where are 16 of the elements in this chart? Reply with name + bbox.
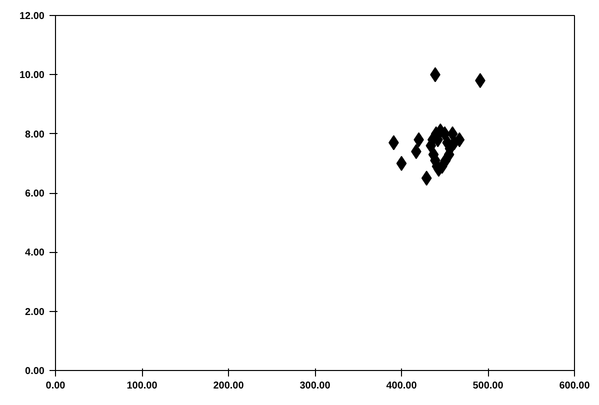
y-tick-label: 6.00 (25, 188, 45, 200)
point (421, 170, 432, 186)
x-tick-label: 600.00 (559, 380, 590, 392)
x-tick-label: 500.00 (472, 380, 504, 392)
y-tick-label: 8.00 (25, 129, 45, 140)
y-tick-label: 2.00 (25, 306, 45, 318)
x-tick-label: 300.00 (300, 380, 331, 392)
y-tick-label: 10.00 (19, 70, 45, 82)
y-tick-label: 0.00 (25, 366, 45, 377)
y-tick-label: 12.00 (19, 11, 45, 22)
x-tick-label: 200.00 (213, 380, 244, 392)
x-tick-label: 100.00 (126, 380, 158, 392)
x-tick-label: 0.00 (46, 380, 66, 392)
point (396, 156, 407, 171)
x-tick-label: 400.00 (386, 380, 418, 392)
y-tick-label: 4.00 (25, 248, 45, 259)
